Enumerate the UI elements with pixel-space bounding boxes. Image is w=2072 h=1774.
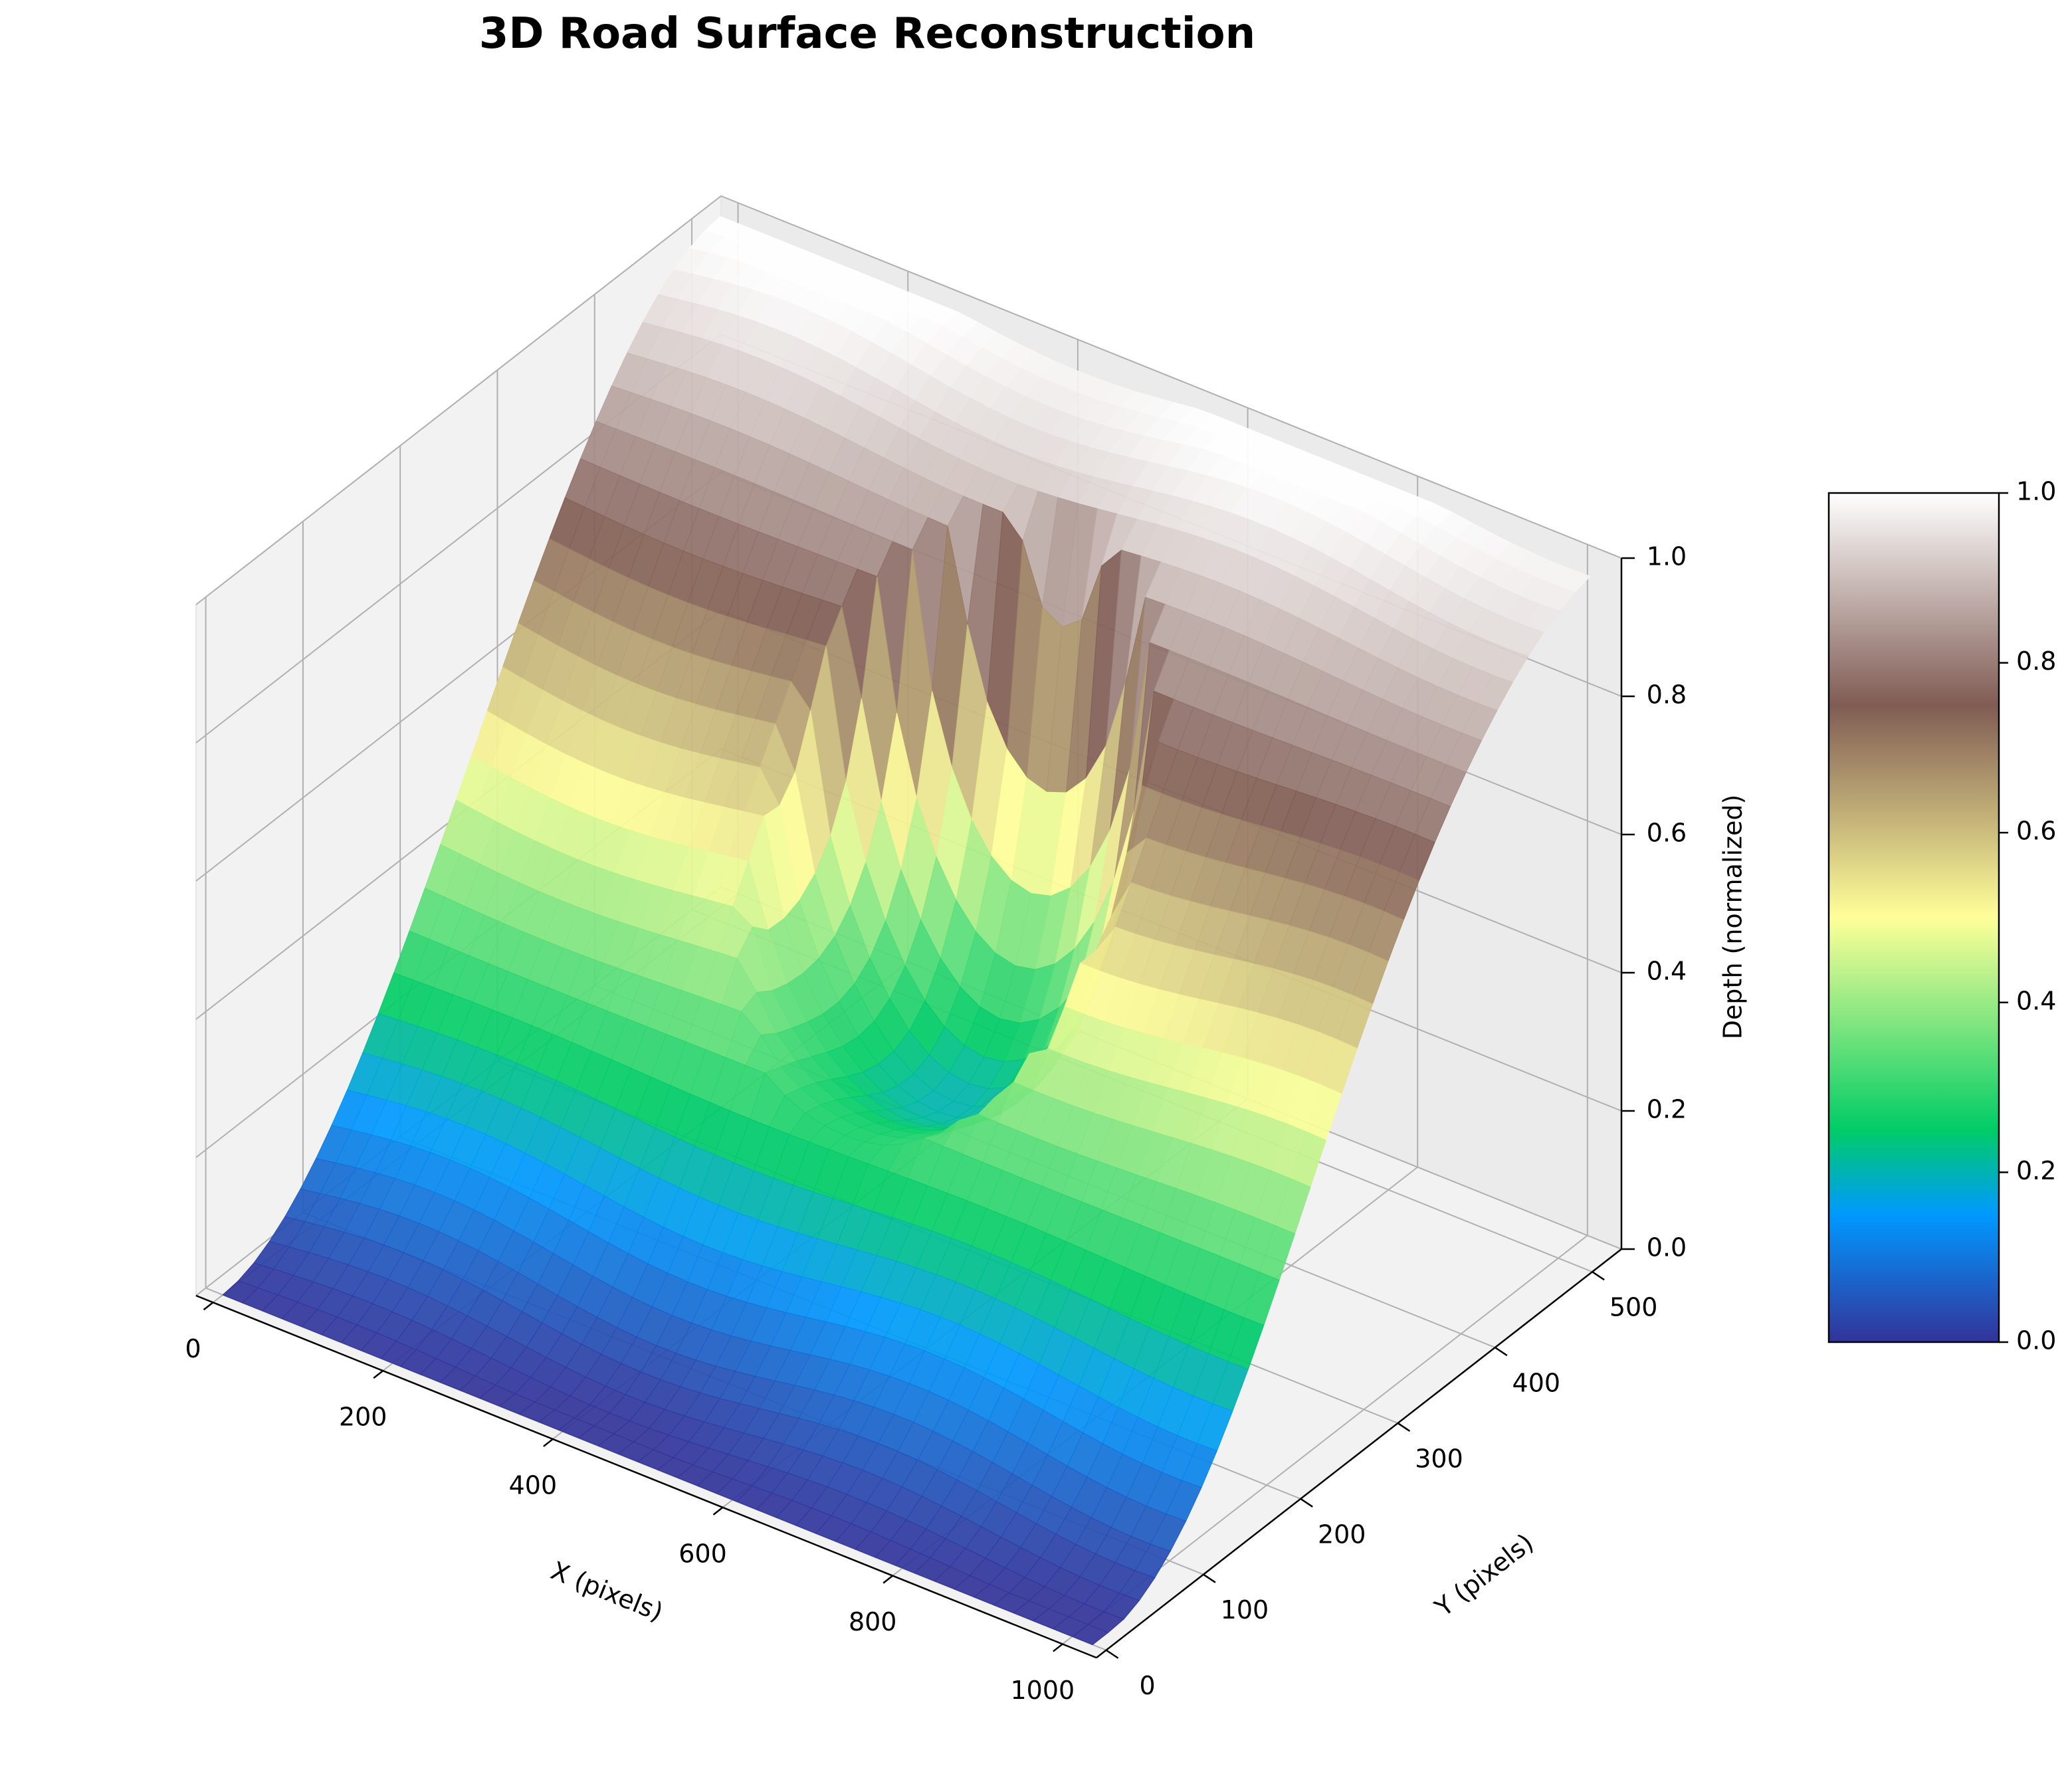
colorbar-tick-label: 0.8 — [2016, 646, 2056, 676]
x-tick — [1053, 1643, 1063, 1652]
x-axis-label: X (pixels) — [547, 1556, 667, 1627]
colorbar-tick-label: 0.2 — [2016, 1156, 2056, 1185]
x-axis-line — [195, 1294, 1097, 1659]
y-tick-label: 0 — [1140, 1671, 1156, 1700]
colorbar-tick-label: 1.0 — [2016, 477, 2056, 506]
x-tick — [543, 1438, 554, 1447]
x-tick-label: 1000 — [1011, 1676, 1075, 1705]
surface-cell — [1072, 1624, 1109, 1645]
y-axis-line — [1096, 1248, 1622, 1658]
y-tick-label: 400 — [1512, 1369, 1561, 1398]
z-tick-label: 0.2 — [1647, 1095, 1687, 1124]
grid-z-left — [195, 195, 722, 605]
x-tick-label: 200 — [339, 1403, 387, 1432]
z-tick-label: 0.6 — [1647, 819, 1687, 848]
z-tick-label: 0.4 — [1647, 957, 1687, 986]
z-tick-label: 1.0 — [1647, 542, 1687, 571]
chart-title: 3D Road Surface Reconstruction — [478, 9, 1256, 58]
x-tick-label: 600 — [678, 1539, 727, 1568]
x-tick-label: 400 — [509, 1470, 558, 1500]
y-tick — [1105, 1649, 1119, 1659]
colorbar-tick-label: 0.6 — [2016, 817, 2056, 846]
y-tick — [1397, 1422, 1411, 1432]
grid-z-back — [720, 195, 1622, 559]
y-tick — [1495, 1347, 1508, 1357]
x-tick — [712, 1506, 724, 1516]
y-tick-label: 300 — [1415, 1444, 1463, 1473]
y-tick-label: 200 — [1318, 1520, 1366, 1549]
y-tick — [1300, 1498, 1313, 1508]
z-tick-label: 0.8 — [1647, 680, 1687, 710]
z-tick-label: 0.0 — [1647, 1233, 1687, 1262]
x-tick-label: 800 — [849, 1607, 897, 1636]
y-tick-label: 500 — [1609, 1293, 1658, 1322]
z-axis-label: Depth (normalized) — [1718, 795, 1748, 1040]
x-tick — [882, 1575, 893, 1584]
colorbar-gradient — [1827, 492, 2000, 1343]
y-tick — [1203, 1573, 1216, 1583]
y-axis-label: Y (pixels) — [1429, 1528, 1539, 1623]
colorbar-tick-label: 0.4 — [2016, 986, 2056, 1015]
y-tick — [1592, 1271, 1605, 1281]
x-tick — [373, 1370, 383, 1379]
colorbar: 0.0 0.2 0.4 0.6 0.8 1.0 — [1827, 477, 2056, 1355]
x-tick — [203, 1302, 214, 1311]
surface-mesh — [222, 216, 1592, 1645]
y-tick-label: 100 — [1221, 1595, 1269, 1625]
colorbar-tick-label: 0.0 — [2016, 1326, 2056, 1355]
x-tick-label: 0 — [185, 1334, 201, 1363]
